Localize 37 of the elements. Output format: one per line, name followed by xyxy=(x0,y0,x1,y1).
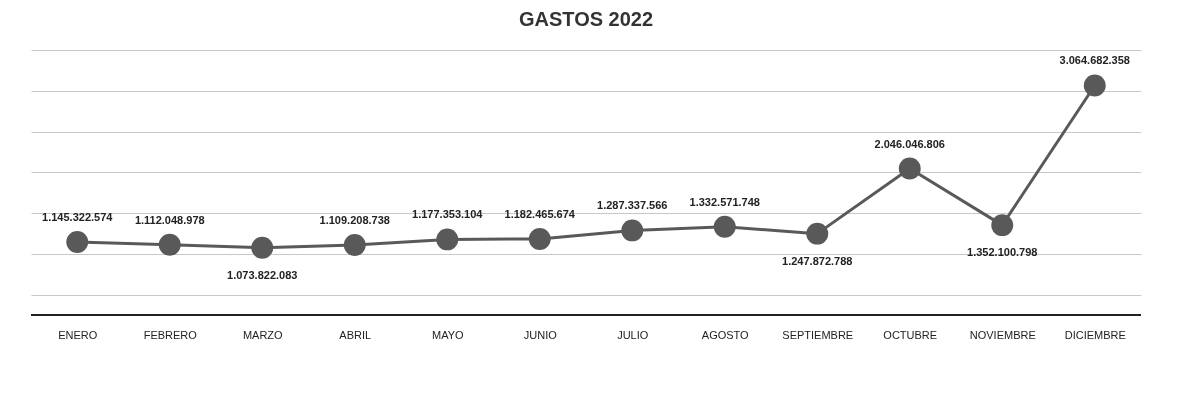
x-tick-label: MAYO xyxy=(431,328,464,341)
data-label: 1.109.208.738 xyxy=(319,213,390,226)
x-tick-label: ABRIL xyxy=(339,328,372,341)
point xyxy=(66,231,89,253)
chart-title: GASTOS 2022 xyxy=(518,8,654,30)
x-tick-label: NOVIEMBRE xyxy=(969,328,1036,341)
point xyxy=(713,215,736,238)
data-label: 3.064.682.358 xyxy=(1059,54,1130,67)
data-label: 1.352.100.798 xyxy=(967,246,1038,259)
x-tick-label: JULIO xyxy=(617,328,649,341)
x-tick-label: ENERO xyxy=(58,328,98,341)
point xyxy=(343,234,366,256)
point xyxy=(898,157,921,180)
point xyxy=(806,222,829,245)
data-label: 1.145.322.574 xyxy=(42,211,114,223)
data-label: 1.332.571.748 xyxy=(689,195,760,208)
x-tick-label: JUNIO xyxy=(523,328,558,341)
x-tick-label: DICIEMBRE xyxy=(1064,328,1126,341)
data-label: 1.112.048.978 xyxy=(134,213,205,226)
point xyxy=(528,228,551,250)
x-tick-label: AGOSTO xyxy=(701,328,750,341)
point xyxy=(436,228,459,251)
point xyxy=(621,219,644,242)
data-label: 1.177.353.104 xyxy=(412,208,484,221)
data-label: 1.182.465.674 xyxy=(504,207,576,220)
data-label: 1.287.337.566 xyxy=(597,199,668,212)
data-label: 1.073.822.083 xyxy=(227,268,298,281)
point xyxy=(991,214,1014,237)
x-tick-label: MARZO xyxy=(242,328,284,341)
data-label: 2.046.046.806 xyxy=(874,137,945,150)
x-tick-label: OCTUBRE xyxy=(883,328,938,341)
point xyxy=(251,236,274,259)
point xyxy=(1083,74,1106,97)
point xyxy=(158,233,181,256)
x-tick-label: FEBRERO xyxy=(143,328,198,341)
x-tick-label: SEPTIEMBRE xyxy=(782,328,854,341)
data-label: 1.247.872.788 xyxy=(782,254,853,267)
